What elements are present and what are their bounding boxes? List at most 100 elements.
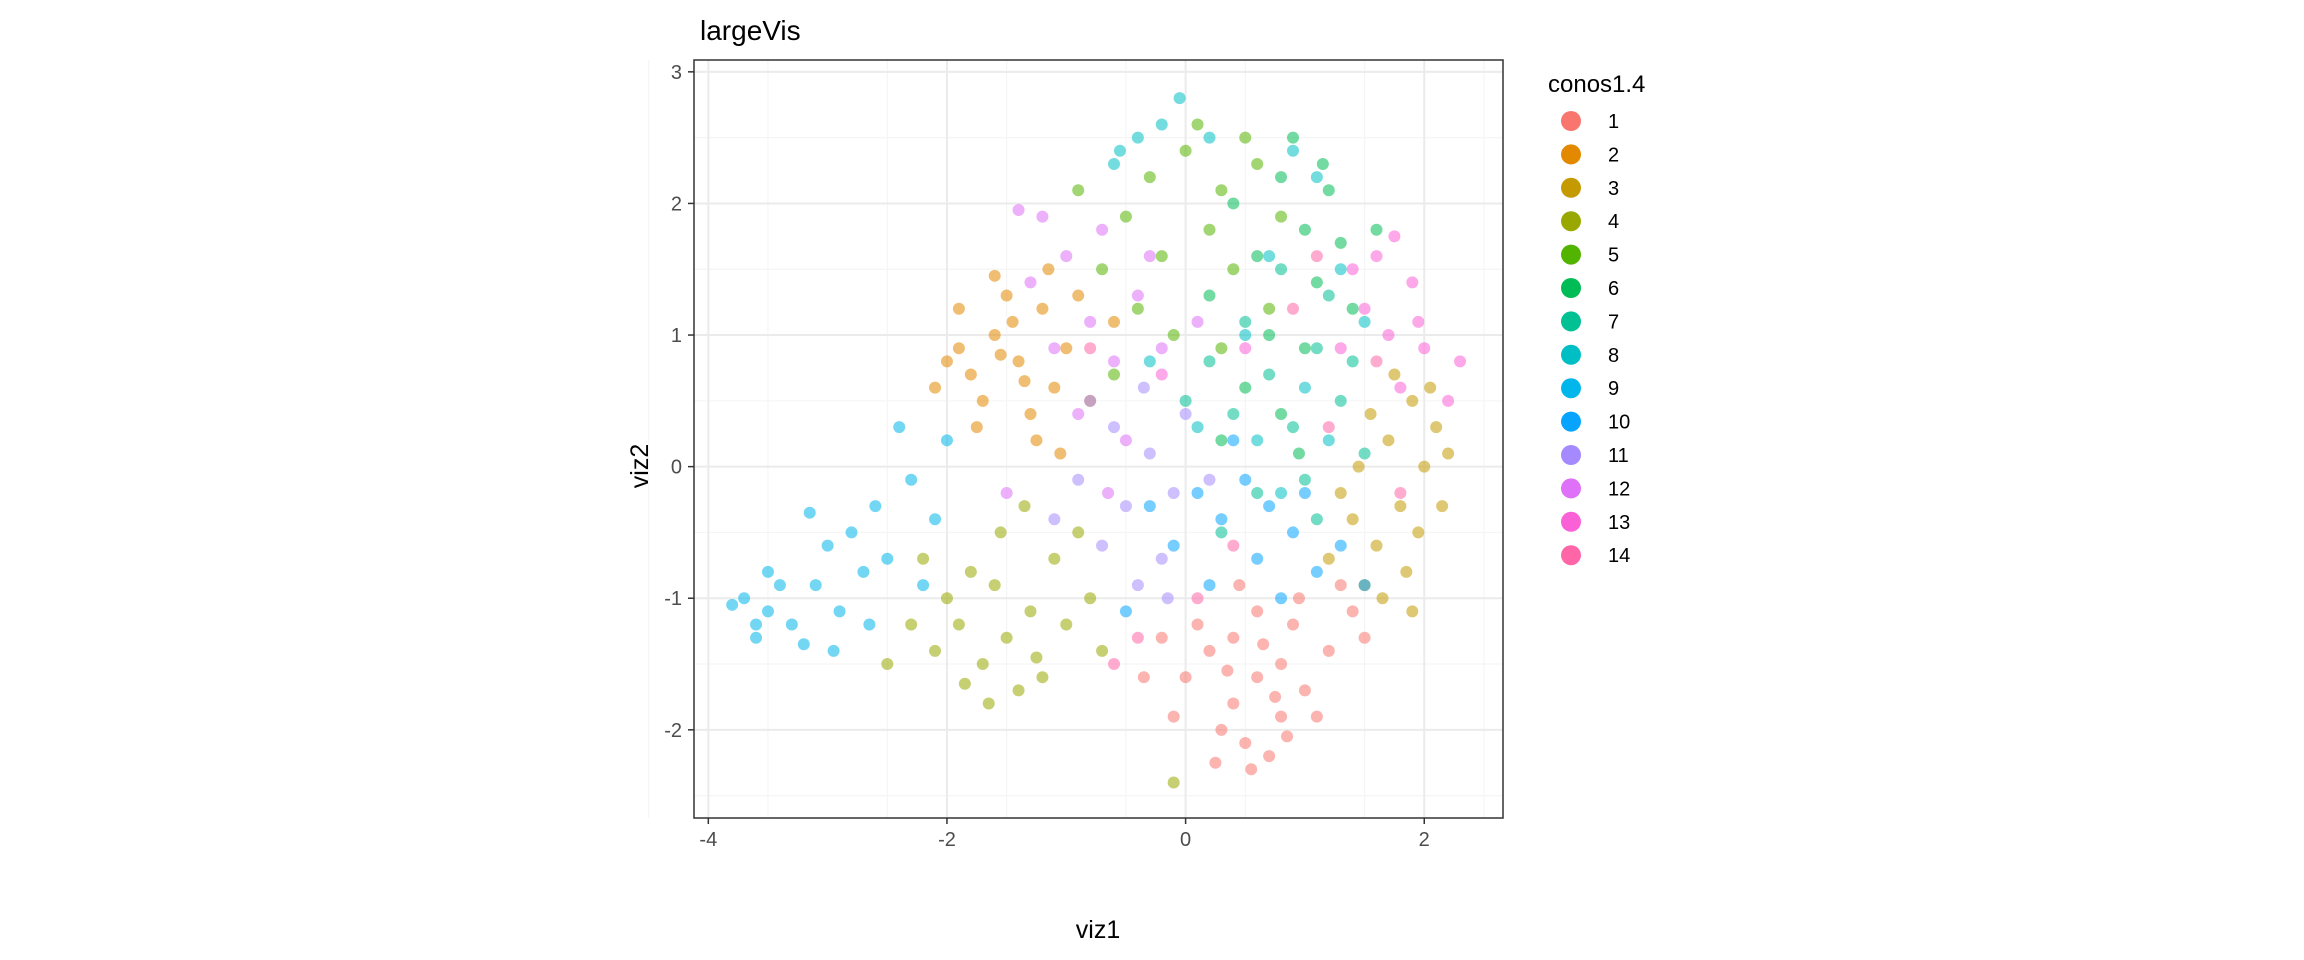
- data-point-cluster-3: [1346, 513, 1359, 526]
- data-point-cluster-13: [1394, 381, 1407, 394]
- data-point-cluster-2: [1048, 381, 1061, 394]
- data-point-cluster-5: [1239, 131, 1252, 144]
- data-point-cluster-11: [1167, 486, 1180, 499]
- legend-label-8: 8: [1608, 345, 1619, 367]
- legend-key-8: [1561, 344, 1581, 365]
- data-point-cluster-9: [881, 552, 894, 565]
- data-point-cluster-2: [1036, 302, 1049, 315]
- data-point-cluster-9: [893, 421, 906, 434]
- data-point-cluster-5: [1108, 368, 1121, 381]
- data-point-cluster-1: [1292, 592, 1305, 605]
- data-point-cluster-13: [1346, 263, 1359, 276]
- data-point-cluster-2: [952, 302, 965, 315]
- data-point-cluster-10: [1310, 565, 1323, 578]
- data-point-cluster-11: [1048, 513, 1061, 526]
- data-point-cluster-2: [1024, 407, 1037, 420]
- panel-border: [693, 59, 1504, 819]
- legend-label-1: 1: [1608, 111, 1619, 133]
- data-point-cluster-9: [750, 618, 763, 631]
- y-tick-label: -1: [664, 588, 682, 610]
- y-tick-label: 2: [671, 193, 682, 215]
- data-point-cluster-4: [1024, 605, 1037, 618]
- x-tick-label: 2: [1419, 829, 1430, 851]
- legend-key-14: [1561, 545, 1581, 566]
- data-point-cluster-8: [1108, 157, 1121, 170]
- data-point-cluster-1: [1298, 684, 1311, 697]
- data-point-cluster-9: [905, 473, 918, 486]
- data-point-cluster-11: [1137, 381, 1150, 394]
- data-point-cluster-4: [952, 618, 965, 631]
- data-point-cluster-6: [1215, 434, 1228, 447]
- data-point-cluster-4: [940, 592, 953, 605]
- data-point-cluster-8: [1203, 131, 1216, 144]
- legend-label-4: 4: [1608, 211, 1619, 233]
- data-point-cluster-1: [1286, 618, 1299, 631]
- data-point-cluster-4: [988, 579, 1001, 592]
- data-point-cluster-1: [1257, 638, 1270, 651]
- data-point-cluster-7: [1239, 315, 1252, 328]
- data-point-cluster-3: [1394, 500, 1407, 513]
- data-point-cluster-3: [1364, 407, 1377, 420]
- x-axis-ticks: -4 -2 0 2: [699, 818, 1430, 851]
- data-point-cluster-3: [1412, 526, 1425, 539]
- data-point-cluster-2: [952, 342, 965, 355]
- data-point-cluster-5: [1191, 118, 1204, 131]
- data-point-cluster-4: [1030, 651, 1043, 664]
- data-point-cluster-1: [1239, 736, 1252, 749]
- data-point-cluster-9: [827, 644, 840, 657]
- data-point-cluster-6: [1292, 447, 1305, 460]
- data-point-cluster-3: [1334, 486, 1347, 499]
- data-point-cluster-1: [1227, 697, 1240, 710]
- legend-label-7: 7: [1608, 311, 1619, 333]
- y-axis-ticks: -2 -1 0 1 2 3: [664, 62, 694, 742]
- data-point-cluster-8: [1191, 421, 1204, 434]
- data-point-cluster-10: [1358, 579, 1371, 592]
- data-point-cluster-6: [1203, 289, 1216, 302]
- data-point-cluster-10: [1167, 539, 1180, 552]
- data-point-cluster-7: [1358, 447, 1371, 460]
- data-point-cluster-1: [1263, 750, 1276, 763]
- data-point-cluster-3: [1352, 460, 1365, 473]
- data-point-cluster-2: [1054, 447, 1067, 460]
- data-point-cluster-3: [1430, 421, 1443, 434]
- data-point-cluster-1: [1245, 763, 1258, 776]
- data-point-cluster-13: [1370, 250, 1383, 263]
- legend-key-3: [1561, 177, 1581, 198]
- data-point-cluster-1: [1191, 618, 1204, 631]
- data-point-cluster-12: [1108, 355, 1121, 368]
- data-point-cluster-4: [1018, 500, 1031, 513]
- data-point-cluster-3: [1436, 500, 1449, 513]
- data-point-cluster-9: [803, 506, 816, 519]
- data-point-cluster-12: [1072, 407, 1085, 420]
- data-point-cluster-12: [1102, 486, 1115, 499]
- data-point-cluster-3: [1388, 368, 1401, 381]
- data-point-cluster-12: [1084, 315, 1097, 328]
- data-point-cluster-2: [994, 348, 1007, 361]
- data-point-cluster-13: [1388, 230, 1401, 243]
- data-point-cluster-2: [988, 329, 1001, 342]
- data-point-cluster-10: [1227, 434, 1240, 447]
- data-point-cluster-7: [1346, 355, 1359, 368]
- data-point-cluster-13: [1418, 342, 1431, 355]
- data-point-cluster-8: [1298, 381, 1311, 394]
- data-point-cluster-12: [1155, 342, 1168, 355]
- legend-label-2: 2: [1608, 144, 1619, 166]
- data-point-cluster-1: [1137, 671, 1150, 684]
- y-tick-label: 3: [671, 62, 682, 84]
- data-point-cluster-7: [1310, 342, 1323, 355]
- data-point-cluster-2: [988, 269, 1001, 282]
- data-point-cluster-2: [976, 394, 989, 407]
- grid: [648, 60, 1503, 818]
- data-point-cluster-1: [1233, 579, 1246, 592]
- data-point-cluster-3: [1418, 460, 1431, 473]
- data-point-cluster-7: [1179, 394, 1192, 407]
- data-point-cluster-3: [1424, 381, 1437, 394]
- data-point-cluster-1: [1322, 644, 1335, 657]
- data-point-cluster-10: [1203, 579, 1216, 592]
- data-point-cluster-12: [1036, 210, 1049, 223]
- data-point-cluster-4: [964, 565, 977, 578]
- legend-key-10: [1561, 411, 1581, 432]
- data-point-cluster-1: [1334, 579, 1347, 592]
- data-point-cluster-8: [1143, 355, 1156, 368]
